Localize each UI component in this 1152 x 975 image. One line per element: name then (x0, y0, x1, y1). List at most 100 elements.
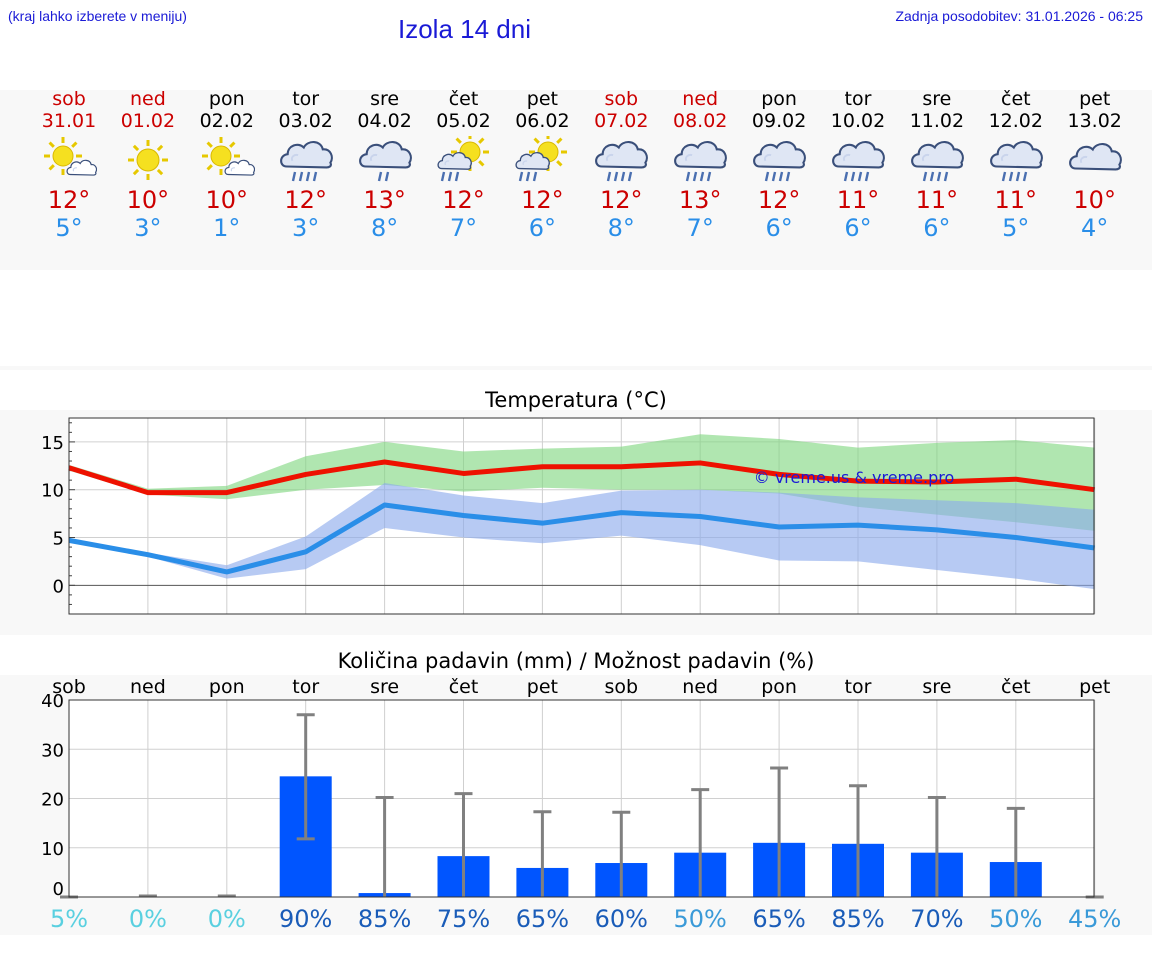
y-tick-label: 40 (41, 691, 64, 712)
x-category-label: tor (292, 676, 319, 698)
day-column: pon 02.02 10° 1° (187, 88, 267, 242)
x-category-label: čet (449, 676, 479, 698)
sun-cloud-icon (201, 137, 255, 176)
y-tick-label: 5 (53, 529, 64, 550)
day-column: sre 11.02 11° 6° (897, 88, 977, 242)
precipitation-probability: 50% (674, 905, 727, 933)
max-temperature: 13° (678, 186, 722, 214)
y-tick-label: 15 (41, 433, 64, 454)
day-name: sre (922, 88, 952, 110)
min-temperature: 3° (134, 214, 162, 242)
y-tick-label: 10 (41, 839, 64, 860)
rain-cloud-icon (753, 140, 807, 182)
day-column: ned 08.02 13° 7° (660, 88, 740, 242)
precipitation-probability: 45% (1068, 905, 1121, 933)
max-temperature: 10° (205, 186, 249, 214)
x-category-label: ned (682, 676, 718, 698)
sun-cloud-icon (44, 137, 97, 176)
y-tick-label: 30 (41, 740, 64, 761)
day-column: sob 07.02 12° 8° (581, 88, 661, 242)
max-temperature: 12° (757, 186, 801, 214)
precipitation-probability: 70% (910, 905, 963, 933)
day-date: 08.02 (672, 110, 728, 132)
min-temperature: 6° (923, 214, 951, 242)
day-date: 01.02 (120, 110, 176, 132)
min-temperature: 3° (292, 214, 320, 242)
location-hint: (kraj lahko izberete v meniju) (8, 8, 187, 24)
x-category-label: pet (527, 676, 558, 698)
day-date: 09.02 (751, 110, 807, 132)
rain-cloud-icon (989, 140, 1043, 182)
day-name: čet (448, 88, 479, 110)
min-temperature: 8° (607, 214, 635, 242)
watermark: © vreme.us & vreme.pro (754, 468, 955, 487)
day-date: 12.02 (988, 110, 1043, 132)
series-line-max (68, 459, 1096, 496)
rain-cloud-icon (674, 140, 728, 182)
day-column: ned 01.02 10° 3° (108, 88, 188, 242)
precipitation-probability: 60% (595, 905, 648, 933)
min-temperature: 5° (55, 214, 83, 242)
max-temperature: 10° (1073, 186, 1116, 214)
x-category-label: ned (130, 676, 166, 698)
cloud-icon (1068, 142, 1122, 171)
day-date: 06.02 (515, 110, 570, 132)
series-line-min (68, 502, 1096, 575)
max-temperature: 11° (836, 186, 880, 214)
x-category-label: pet (1079, 676, 1110, 698)
day-name: čet (1001, 88, 1031, 110)
min-temperature: 5° (1002, 214, 1030, 242)
x-category-label: sre (922, 676, 951, 698)
day-name: tor (844, 88, 872, 110)
day-date: 13.02 (1067, 110, 1122, 132)
sun-icon (127, 140, 168, 180)
min-temperature: 4° (1081, 214, 1109, 242)
y-tick-label: 0 (53, 576, 64, 597)
day-column: pet 13.02 10° 4° (1055, 88, 1135, 242)
min-temperature: 6° (844, 214, 872, 242)
rain-cloud-icon (910, 140, 964, 182)
precipitation-probability: 65% (752, 905, 805, 933)
day-column: sre 04.02 13° 8° (345, 88, 425, 242)
x-category-label: pon (761, 676, 797, 698)
day-date: 10.02 (830, 110, 886, 132)
max-temperature: 11° (915, 186, 959, 214)
day-name: sob (604, 88, 639, 110)
day-column: tor 10.02 11° 6° (818, 88, 898, 242)
min-temperature: 1° (213, 214, 241, 242)
x-category-label: sob (605, 676, 639, 698)
plot-frame (68, 699, 1095, 898)
day-column: čet 12.02 11° 5° (976, 88, 1056, 242)
day-name: tor (292, 88, 320, 110)
precipitation-probability: 0% (208, 905, 246, 933)
day-column: pet 06.02 12° 6° (502, 88, 582, 242)
day-name: pet (526, 88, 558, 110)
y-tick-label: 0 (53, 879, 64, 900)
day-date: 04.02 (357, 110, 412, 132)
x-category-label: čet (1001, 676, 1031, 698)
precipitation-probability: 65% (516, 905, 569, 933)
max-temperature: 12° (442, 186, 485, 214)
sun-rain-icon (436, 136, 489, 182)
x-category-label: sre (370, 676, 399, 698)
precipitation-probability: 75% (437, 905, 490, 933)
precipitation-probability: 85% (358, 905, 411, 933)
day-name: pon (208, 88, 245, 110)
day-name: pet (1079, 88, 1111, 110)
day-name: sob (52, 88, 86, 110)
rain-cloud-icon (595, 140, 649, 182)
day-column: tor 03.02 12° 3° (266, 88, 346, 242)
y-tick-label: 20 (41, 790, 64, 811)
max-temperature: 11° (994, 186, 1038, 214)
day-name: pon (761, 88, 797, 110)
last-update: Zadnja posodobitev: 31.01.2026 - 06:25 (895, 8, 1143, 24)
min-temperature: 6° (528, 214, 557, 242)
day-name: sre (370, 88, 400, 110)
separator-band (0, 366, 1152, 370)
range-band-max (69, 434, 1095, 531)
max-temperature: 12° (284, 186, 327, 214)
precipitation-probability: 85% (831, 905, 884, 933)
min-temperature: 7° (686, 214, 714, 242)
day-column: sob 31.01 12° 5° (29, 88, 109, 242)
precipitation-probability: 50% (989, 905, 1042, 933)
